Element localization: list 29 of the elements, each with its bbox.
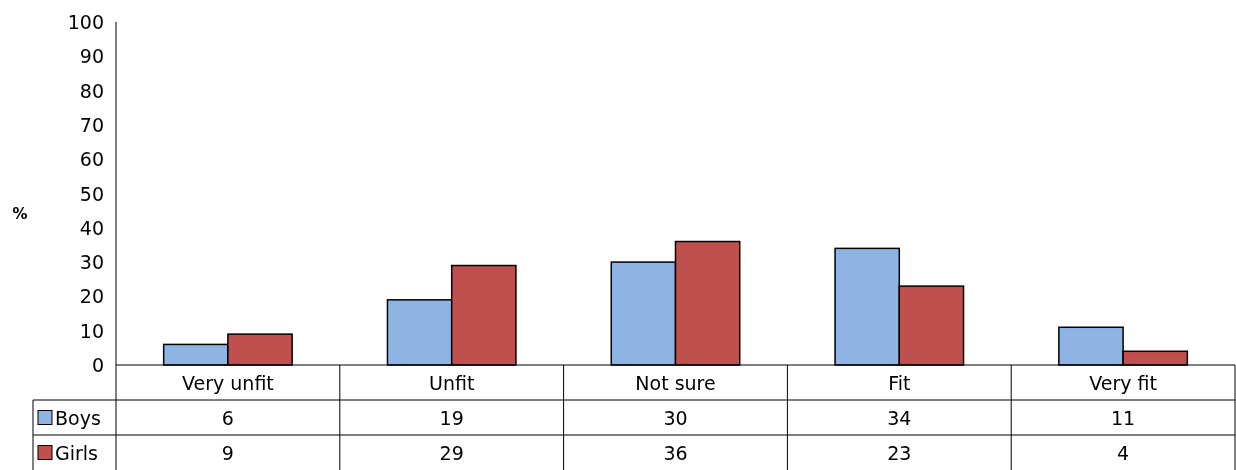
y-tick-label: 50 — [79, 182, 104, 205]
data-label: 36 — [663, 441, 688, 464]
x-tick-label: Fit — [888, 371, 911, 394]
data-label: 19 — [439, 406, 464, 429]
data-label: 34 — [887, 406, 912, 429]
x-tick-label: Unfit — [429, 371, 475, 394]
x-tick-label: Very fit — [1089, 371, 1157, 394]
data-label: 6 — [221, 406, 234, 429]
y-tick-label: 20 — [79, 285, 104, 308]
legend-label: Boys — [55, 406, 101, 429]
y-tick-label: 60 — [79, 148, 104, 171]
data-label: 9 — [221, 441, 234, 464]
data-label: 30 — [663, 406, 688, 429]
y-tick-label: 30 — [79, 251, 104, 274]
y-tick-label: 0 — [91, 354, 104, 376]
y-tick-label: 40 — [79, 216, 104, 239]
data-label: 4 — [1117, 441, 1130, 464]
legend-label: Girls — [55, 441, 98, 464]
y-tick-label: 100 — [67, 11, 104, 33]
x-tick-label: Very unfit — [181, 371, 274, 394]
y-tick-label: 70 — [79, 113, 104, 136]
y-tick-label: 90 — [79, 45, 104, 68]
y-tick-label: 80 — [79, 79, 104, 102]
y-tick-label: 10 — [79, 319, 104, 342]
y-axis-title: % — [12, 204, 28, 223]
data-label: 11 — [1111, 406, 1136, 429]
data-label: 23 — [887, 441, 912, 464]
x-tick-label: Not sure — [635, 371, 716, 394]
data-label: 29 — [439, 441, 464, 464]
